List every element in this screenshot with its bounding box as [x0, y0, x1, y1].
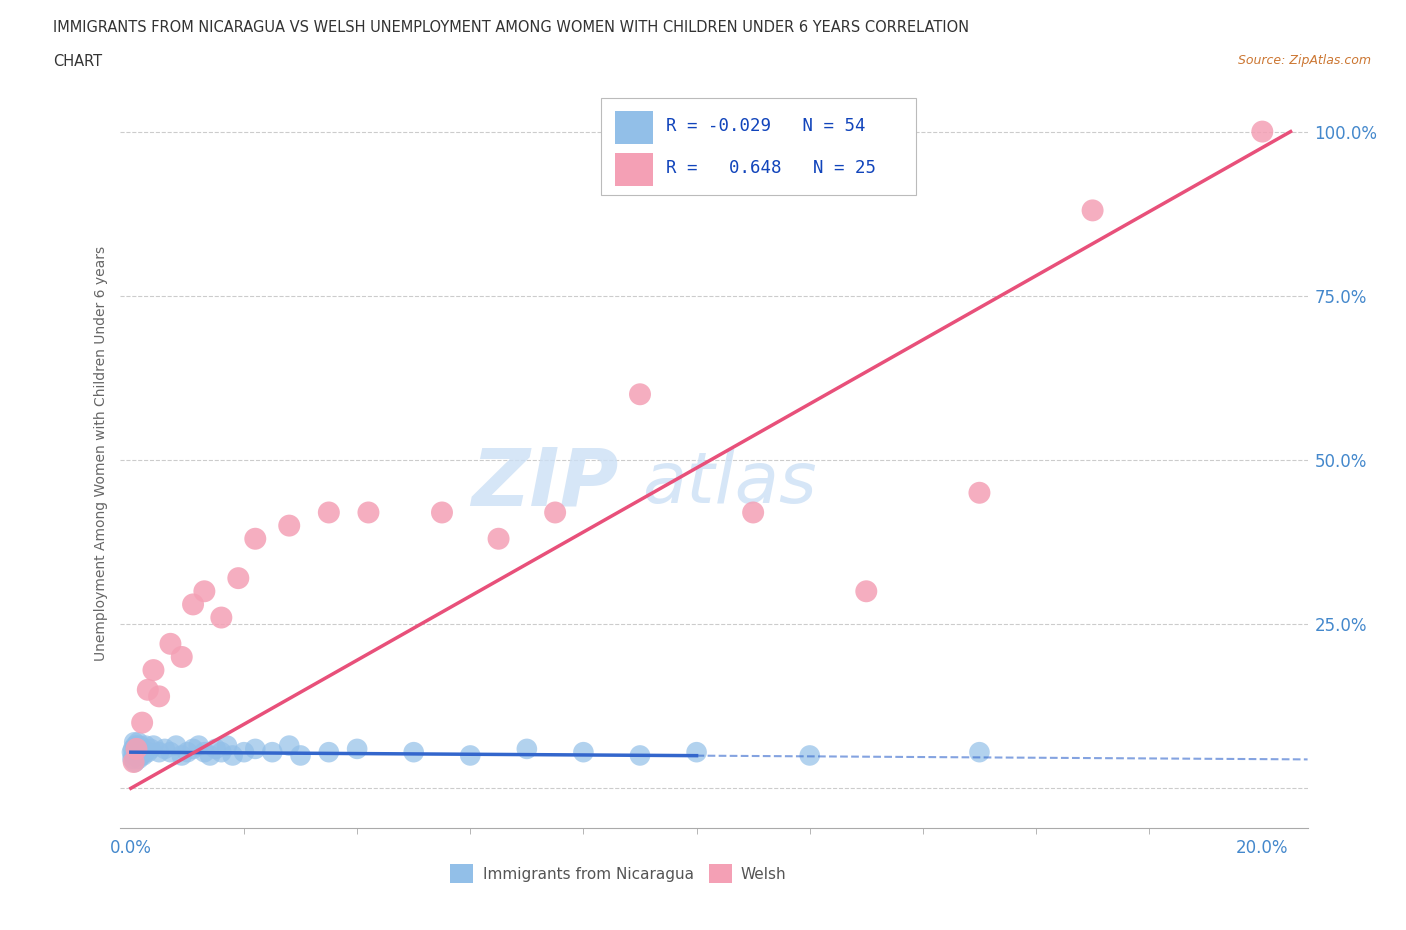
Point: [131, 745, 153, 760]
Point: [1251, 124, 1274, 139]
Text: R = -0.029   N = 54: R = -0.029 N = 54: [666, 117, 866, 135]
Point: [245, 531, 267, 546]
Point: [125, 741, 148, 756]
Point: [799, 748, 821, 763]
Point: [122, 741, 145, 756]
Point: [742, 505, 765, 520]
Point: [125, 748, 148, 763]
Point: [148, 745, 170, 760]
Point: [430, 505, 453, 520]
Point: [122, 735, 145, 750]
Text: Source: ZipAtlas.com: Source: ZipAtlas.com: [1237, 54, 1371, 67]
Point: [458, 748, 481, 763]
Point: [262, 745, 284, 760]
Point: [215, 738, 238, 753]
Point: [290, 748, 312, 763]
Text: ZIP: ZIP: [471, 445, 619, 523]
Point: [488, 531, 510, 546]
Point: [318, 745, 340, 760]
Point: [129, 748, 152, 763]
Point: [131, 715, 153, 730]
Point: [165, 738, 187, 753]
Point: [124, 738, 146, 753]
Point: [129, 741, 152, 756]
Legend: Immigrants from Nicaragua, Welsh: Immigrants from Nicaragua, Welsh: [444, 858, 793, 889]
Point: [148, 689, 170, 704]
Point: [228, 571, 250, 586]
Bar: [614, 153, 652, 186]
Point: [139, 741, 162, 756]
Text: CHART: CHART: [53, 54, 103, 69]
Point: [318, 505, 340, 520]
Point: [127, 748, 149, 763]
Point: [122, 754, 145, 769]
Point: [125, 741, 148, 756]
Text: R =   0.648   N = 25: R = 0.648 N = 25: [666, 159, 876, 177]
Point: [209, 610, 232, 625]
Point: [128, 738, 150, 753]
Point: [572, 745, 595, 760]
Point: [142, 738, 165, 753]
Point: [122, 748, 145, 763]
Point: [181, 597, 204, 612]
Point: [198, 748, 221, 763]
Point: [628, 387, 651, 402]
Point: [346, 741, 368, 756]
Point: [685, 745, 707, 760]
Point: [136, 745, 159, 760]
Point: [357, 505, 380, 520]
Point: [969, 485, 991, 500]
Point: [969, 745, 991, 760]
Y-axis label: Unemployment Among Women with Children Under 6 years: Unemployment Among Women with Children U…: [94, 246, 108, 661]
Point: [193, 584, 215, 599]
Point: [204, 741, 226, 756]
Point: [628, 748, 651, 763]
Point: [544, 505, 567, 520]
Point: [121, 745, 143, 760]
Point: [209, 745, 232, 760]
Point: [170, 649, 193, 664]
Point: [124, 754, 146, 769]
Point: [127, 735, 149, 750]
Point: [125, 745, 148, 760]
Point: [855, 584, 877, 599]
Point: [134, 745, 156, 760]
Text: atlas: atlas: [643, 449, 817, 518]
Bar: [614, 112, 652, 144]
Point: [245, 741, 267, 756]
Point: [181, 741, 204, 756]
Point: [159, 636, 181, 651]
Point: [128, 745, 150, 760]
Point: [233, 745, 256, 760]
Point: [131, 741, 153, 756]
Point: [176, 745, 198, 760]
Point: [221, 748, 243, 763]
Point: [193, 745, 215, 760]
FancyBboxPatch shape: [600, 98, 915, 195]
Point: [170, 748, 193, 763]
Point: [153, 741, 176, 756]
Point: [1081, 203, 1104, 218]
Point: [136, 683, 159, 698]
Point: [128, 751, 150, 766]
Point: [132, 748, 155, 763]
Point: [142, 663, 165, 678]
Point: [187, 738, 209, 753]
Point: [402, 745, 425, 760]
Point: [159, 745, 181, 760]
Point: [278, 738, 301, 753]
Point: [135, 738, 157, 753]
Text: IMMIGRANTS FROM NICARAGUA VS WELSH UNEMPLOYMENT AMONG WOMEN WITH CHILDREN UNDER : IMMIGRANTS FROM NICARAGUA VS WELSH UNEMP…: [53, 20, 970, 35]
Point: [516, 741, 538, 756]
Point: [121, 751, 143, 766]
Point: [278, 518, 301, 533]
